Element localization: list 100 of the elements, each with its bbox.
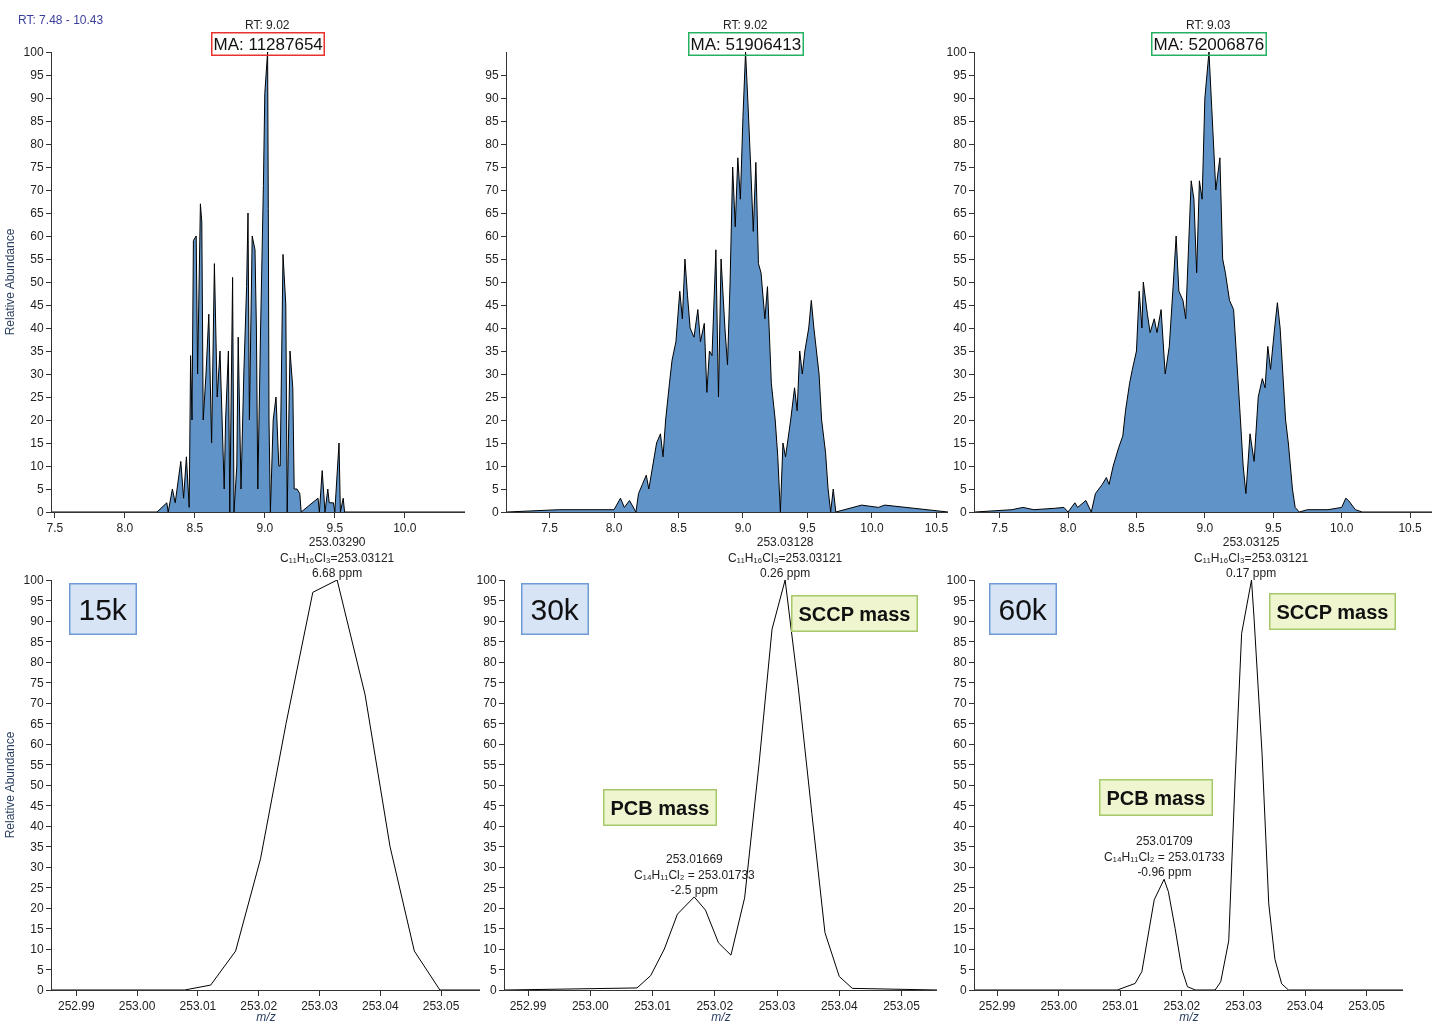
x-tick-label: 252.99 (57, 999, 95, 1014)
y-tick-label: 40 (483, 819, 497, 834)
x-tick-label: 7.5 (541, 521, 559, 536)
x-tick-label: 253.01 (634, 999, 672, 1014)
x-tick-label: 8.0 (116, 521, 134, 536)
y-tick-label: 55 (30, 252, 44, 267)
y-axis-title: Relative Abundance (2, 731, 17, 839)
x-tick-label: 10.5 (924, 521, 949, 536)
y-tick-label: 55 (30, 757, 44, 772)
annotation: RT: 9.02 (245, 18, 290, 32)
y-tick-label: 100 (946, 45, 967, 60)
y-tick-label: 80 (30, 137, 44, 152)
y-tick-label: 30 (30, 367, 44, 382)
y-tick-label: 55 (485, 252, 499, 267)
x-tick-label: 253.00 (571, 999, 609, 1014)
x-tick-label: 8.5 (670, 521, 688, 536)
y-tick-label: 0 (36, 983, 44, 998)
x-tick-label: 8.5 (186, 521, 204, 536)
y-tick-label: 90 (953, 614, 967, 629)
x-tick-label: 9.0 (256, 521, 274, 536)
annotation: 253.03128 C₁₁H₁₆Cl₃=253.03121 0.26 ppm (728, 535, 843, 581)
x-tick-label: 253.05 (422, 999, 460, 1014)
y-tick-label: 0 (959, 505, 967, 520)
x-tick-label: 10.5 (1398, 521, 1423, 536)
y-tick-label: 85 (30, 634, 44, 649)
y-tick-label: 95 (30, 593, 44, 608)
y-tick-label: 20 (953, 413, 967, 428)
annotation: PCB mass (1106, 786, 1206, 809)
y-tick-label: 85 (483, 634, 497, 649)
y-tick-label: 10 (483, 942, 497, 957)
y-tick-label: 50 (483, 778, 497, 793)
x-tick-label: 253.05 (1348, 999, 1386, 1014)
y-tick-label: 5 (959, 482, 967, 497)
y-tick-label: 45 (953, 298, 967, 313)
y-tick-label: 50 (953, 778, 967, 793)
y-tick-label: 85 (953, 634, 967, 649)
y-tick-label: 40 (485, 321, 499, 336)
y-tick-label: 60 (30, 737, 44, 752)
y-tick-label: 60 (953, 229, 967, 244)
x-tick-label: 8.5 (1128, 521, 1146, 536)
y-tick-label: 40 (953, 321, 967, 336)
x-tick-label: 253.04 (820, 999, 858, 1014)
y-tick-label: 60 (483, 737, 497, 752)
y-tick-label: 10 (30, 459, 44, 474)
y-tick-label: 5 (36, 482, 44, 497)
x-tick-label: 10.0 (860, 521, 884, 536)
y-tick-label: 70 (30, 183, 44, 198)
y-tick-label: 20 (483, 901, 497, 916)
y-tick-label: 0 (491, 505, 499, 520)
y-tick-label: 90 (485, 91, 499, 106)
y-tick-label: 25 (30, 880, 44, 895)
y-tick-label: 60 (30, 229, 44, 244)
y-axis-title: Relative Abundance (2, 228, 17, 336)
y-tick-label: 65 (30, 206, 44, 221)
x-tick-label: 252.99 (978, 999, 1016, 1014)
y-tick-label: 65 (485, 206, 499, 221)
text: RT: 7.48 - 10.43 (18, 13, 104, 27)
y-tick-label: 0 (36, 505, 44, 520)
y-tick-label: 35 (30, 839, 44, 854)
x-tick-label: 8.0 (1059, 521, 1077, 536)
y-tick-label: 40 (953, 819, 967, 834)
y-tick-label: 65 (953, 206, 967, 221)
y-tick-label: 15 (483, 921, 497, 936)
y-tick-label: 20 (30, 413, 44, 428)
x-tick-label: 253.04 (361, 999, 399, 1014)
y-tick-label: 55 (953, 252, 967, 267)
y-tick-label: 100 (23, 573, 44, 588)
y-tick-label: 100 (23, 45, 44, 60)
x-axis-title: m/z (1179, 1010, 1199, 1024)
y-tick-label: 75 (485, 160, 499, 175)
y-tick-label: 15 (30, 921, 44, 936)
y-tick-label: 25 (483, 880, 497, 895)
x-tick-label: 9.0 (1196, 521, 1214, 536)
y-tick-label: 0 (959, 983, 967, 998)
y-tick-label: 35 (30, 344, 44, 359)
y-tick-label: 25 (953, 390, 967, 405)
y-tick-label: 65 (953, 716, 967, 731)
y-tick-label: 55 (483, 757, 497, 772)
y-tick-label: 35 (953, 344, 967, 359)
x-tick-label: 10.0 (393, 521, 417, 536)
y-tick-label: 10 (30, 942, 44, 957)
annotation: MA: 51906413 (690, 34, 802, 54)
x-tick-label: 253.00 (1040, 999, 1078, 1014)
y-tick-label: 15 (485, 436, 499, 451)
annotation: 253.03125 C₁₁H₁₆Cl₃=253.03121 0.17 ppm (1194, 535, 1309, 581)
y-tick-label: 40 (30, 321, 44, 336)
y-tick-label: 65 (483, 716, 497, 731)
y-tick-label: 70 (485, 183, 499, 198)
annotation: MA: 11287654 (213, 34, 323, 54)
y-tick-label: 70 (953, 183, 967, 198)
y-tick-label: 35 (953, 839, 967, 854)
annotation: 253.01709 C₁₄H₁₁Cl₂ = 253.01733 -0.96 ppm (1104, 834, 1226, 880)
x-tick-label: 9.5 (326, 521, 344, 536)
y-tick-label: 50 (953, 275, 967, 290)
y-tick-label: 20 (30, 901, 44, 916)
y-tick-label: 95 (483, 593, 497, 608)
y-tick-label: 5 (959, 962, 967, 977)
x-tick-label: 10.0 (1330, 521, 1354, 536)
x-tick-label: 252.99 (509, 999, 547, 1014)
y-tick-label: 45 (483, 798, 497, 813)
